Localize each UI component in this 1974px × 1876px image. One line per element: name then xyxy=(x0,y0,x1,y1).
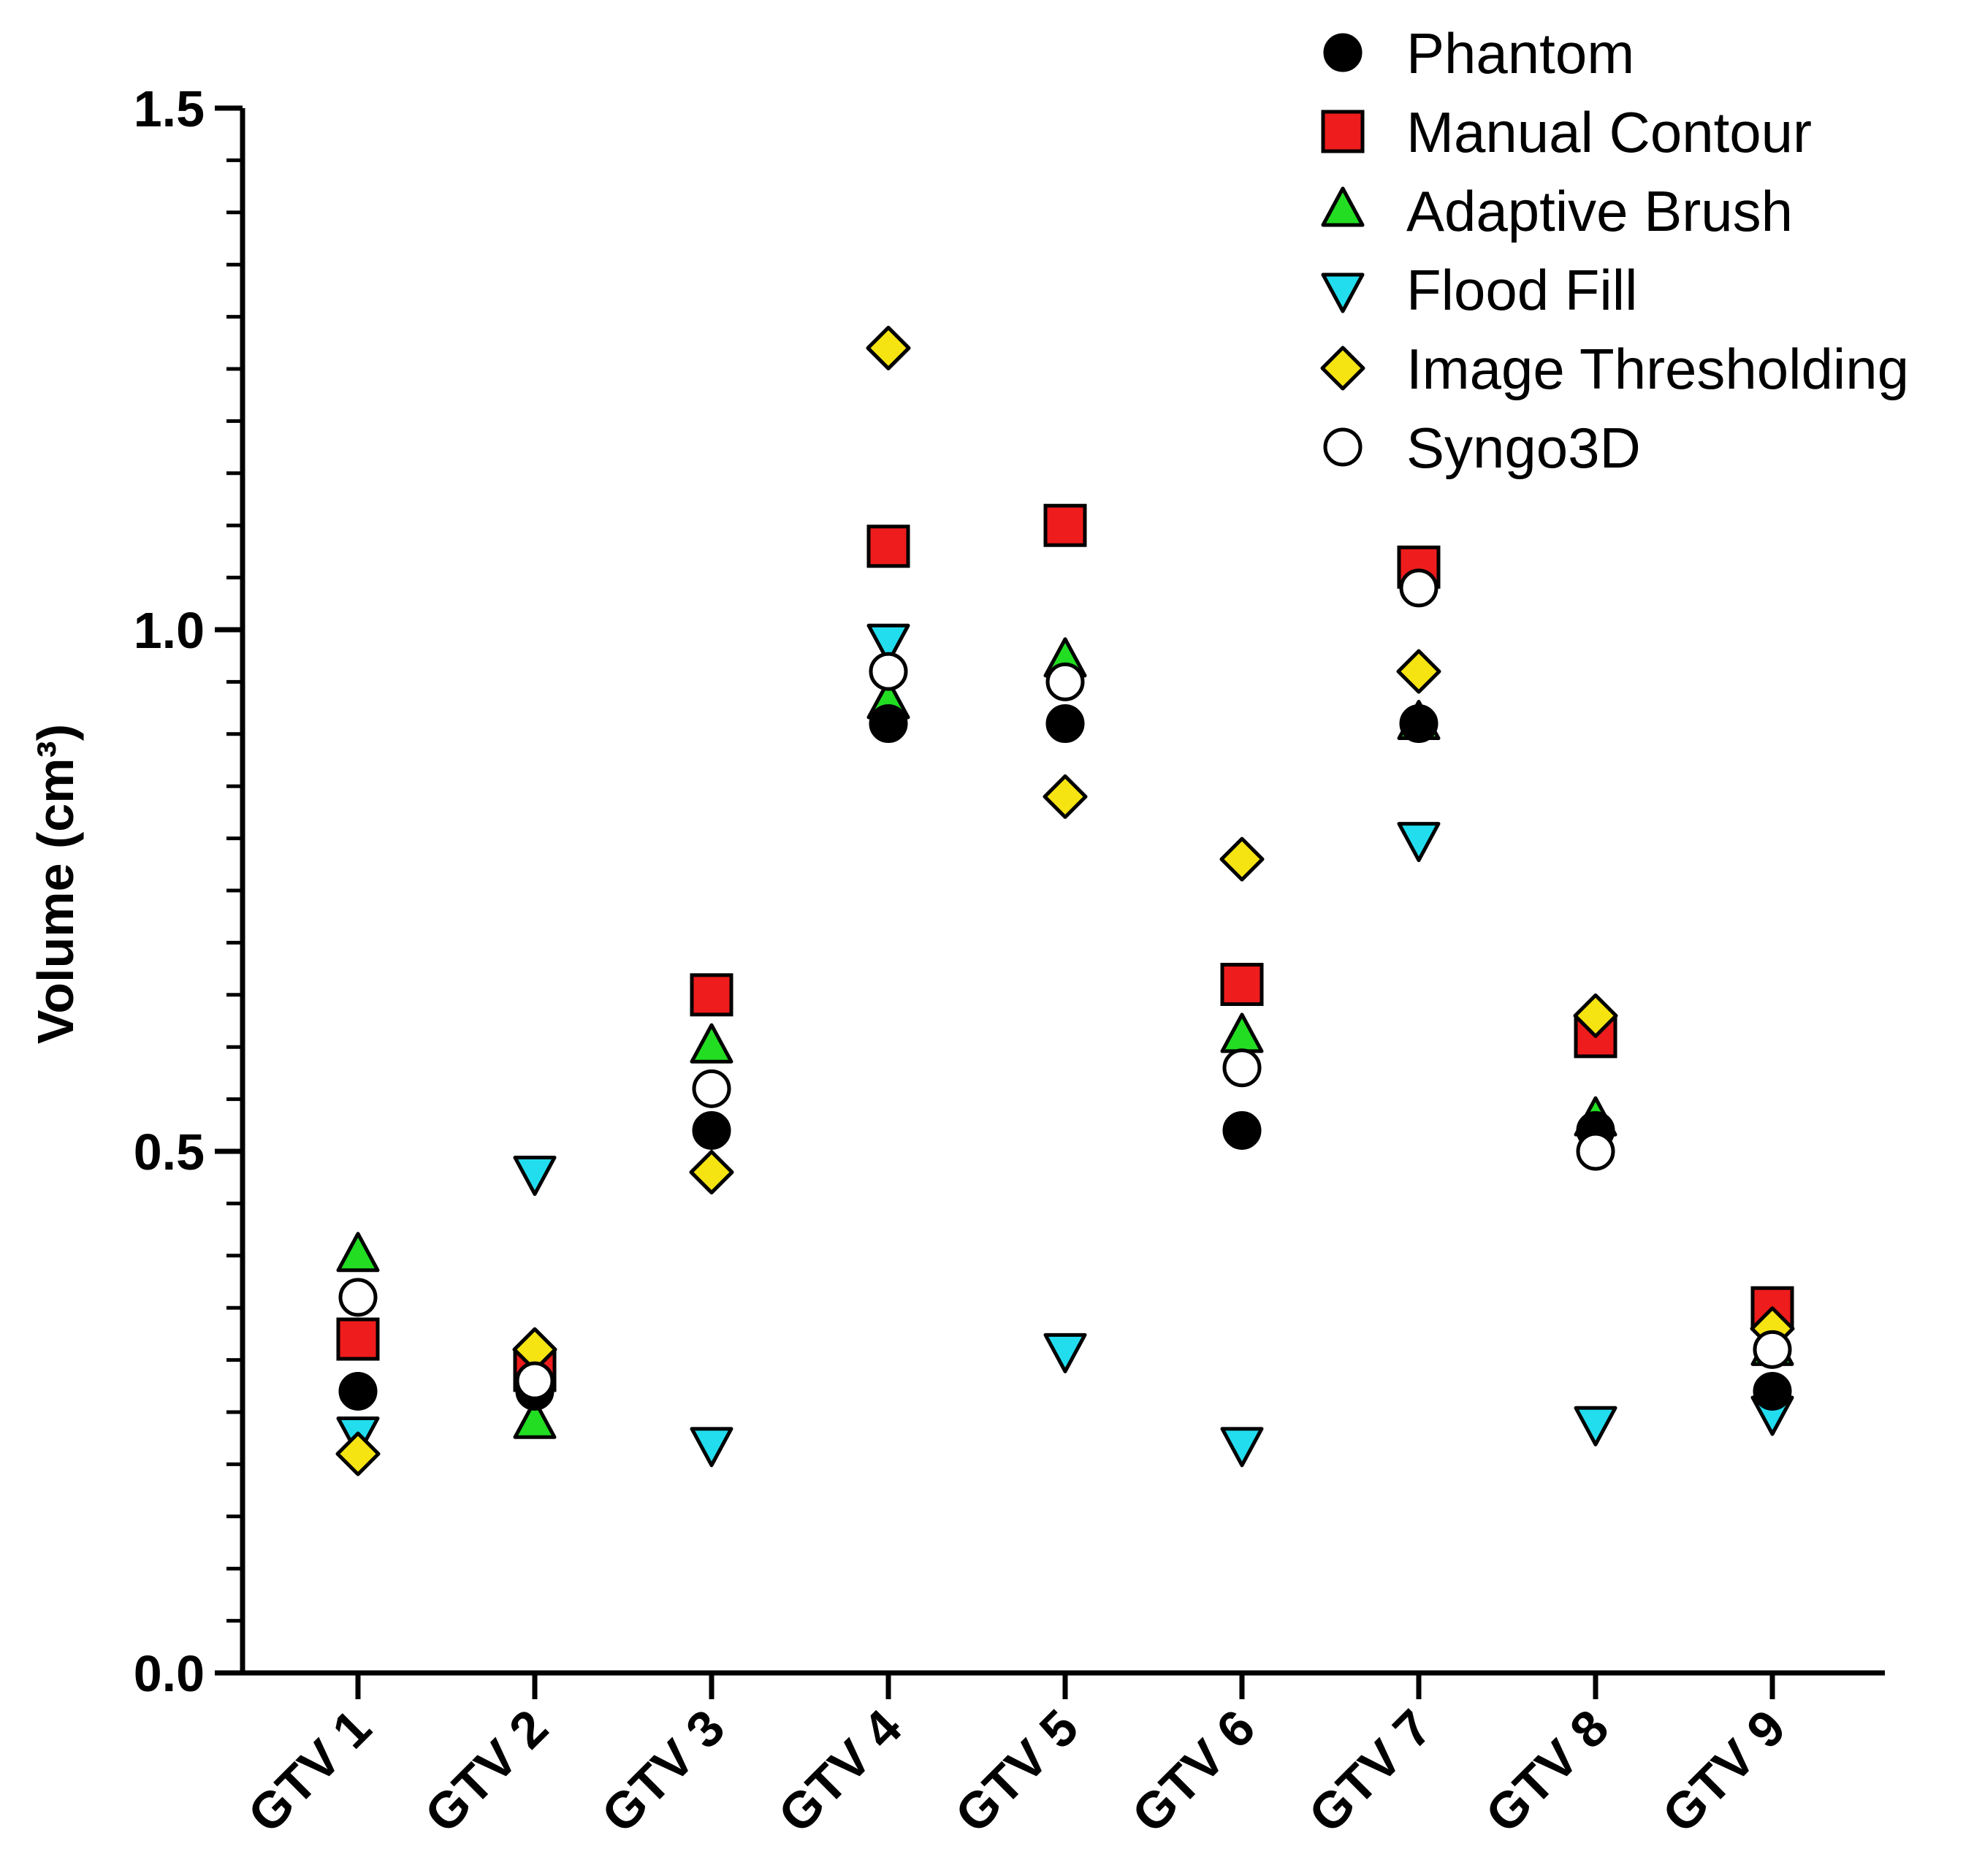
point-manual-contour xyxy=(690,973,733,1017)
y-tick-label: 0.5 xyxy=(134,1124,205,1181)
legend-label: Image Thresholding xyxy=(1406,337,1909,401)
point-phantom xyxy=(692,1110,731,1150)
legend-label: Flood Fill xyxy=(1406,258,1637,322)
x-tick-label: GTV 6 xyxy=(1121,1698,1265,1843)
y-axis-title: Volume (cm³) xyxy=(27,724,84,1044)
data-points xyxy=(335,325,1795,1476)
legend: Phantom Manual Contour Adaptive Brush Flood… xyxy=(1320,21,1909,480)
point-syngo3d xyxy=(869,652,908,691)
x-tick-label: GTV 4 xyxy=(767,1698,912,1843)
point-syngo3d xyxy=(1399,568,1438,608)
legend-marker-manual-contour xyxy=(1321,110,1365,153)
y-axis: 0.0 0.5 1.0 1.5 xyxy=(134,80,245,1702)
point-image-thresholding xyxy=(689,1150,734,1195)
point-phantom xyxy=(338,1371,378,1411)
point-flood-fill xyxy=(866,623,910,664)
y-tick-label: 1.5 xyxy=(134,80,205,137)
point-flood-fill xyxy=(1220,1427,1264,1468)
point-manual-contour xyxy=(336,1317,380,1361)
point-phantom xyxy=(1222,1110,1262,1150)
x-tick-label: GTV 2 xyxy=(414,1698,558,1843)
legend-label: Manual Contour xyxy=(1406,100,1812,164)
point-phantom xyxy=(1753,1371,1792,1411)
point-image-thresholding xyxy=(1396,649,1441,694)
point-image-thresholding xyxy=(335,1431,381,1476)
point-manual-contour xyxy=(1043,503,1087,547)
point-flood-fill xyxy=(690,1427,733,1468)
x-tick-label: GTV 9 xyxy=(1651,1698,1796,1843)
x-tick-label: GTV 7 xyxy=(1297,1698,1442,1843)
legend-label: Phantom xyxy=(1406,21,1634,85)
y-tick-label: 0.0 xyxy=(134,1645,205,1702)
legend-marker-image-thresholding xyxy=(1320,346,1365,391)
x-tick-label: GTV 5 xyxy=(944,1698,1089,1843)
point-syngo3d xyxy=(1753,1330,1792,1369)
point-syngo3d xyxy=(1045,662,1085,701)
point-image-thresholding xyxy=(1573,993,1618,1038)
point-phantom xyxy=(869,704,908,744)
point-syngo3d xyxy=(1222,1048,1262,1088)
point-adaptive-brush xyxy=(513,1398,557,1439)
point-adaptive-brush xyxy=(336,1232,380,1273)
point-flood-fill xyxy=(1574,1406,1617,1446)
legend-marker-syngo3d xyxy=(1323,427,1363,467)
point-image-thresholding xyxy=(866,325,911,370)
legend-label: Syngo3D xyxy=(1406,416,1641,480)
point-image-thresholding xyxy=(1043,774,1088,819)
x-tick-label: GTV 8 xyxy=(1474,1698,1619,1843)
point-manual-contour xyxy=(866,525,910,568)
point-flood-fill xyxy=(1397,822,1441,863)
point-syngo3d xyxy=(338,1278,378,1317)
point-syngo3d xyxy=(515,1361,555,1400)
x-tick-label: GTV 3 xyxy=(590,1698,735,1843)
point-phantom xyxy=(1045,704,1085,744)
point-adaptive-brush xyxy=(1220,1013,1264,1053)
legend-marker-flood-fill xyxy=(1321,272,1365,313)
point-syngo3d xyxy=(692,1069,731,1108)
x-axis: GTV 1 GTV 2 GTV 3 GTV 4 GTV 5 GTV 6 GTV 7 GTV 8… xyxy=(215,1670,1885,1844)
point-flood-fill xyxy=(1043,1332,1087,1373)
point-phantom xyxy=(1399,704,1438,744)
point-image-thresholding xyxy=(1219,836,1265,882)
y-tick-label: 1.0 xyxy=(134,602,205,659)
point-syngo3d xyxy=(1576,1132,1615,1171)
x-tick-label: GTV 1 xyxy=(237,1698,381,1843)
legend-marker-phantom xyxy=(1323,33,1363,72)
point-manual-contour xyxy=(1220,963,1264,1007)
point-adaptive-brush xyxy=(690,1023,733,1064)
legend-marker-adaptive-brush xyxy=(1321,186,1365,227)
legend-label: Adaptive Brush xyxy=(1406,179,1793,243)
point-flood-fill xyxy=(513,1156,557,1197)
